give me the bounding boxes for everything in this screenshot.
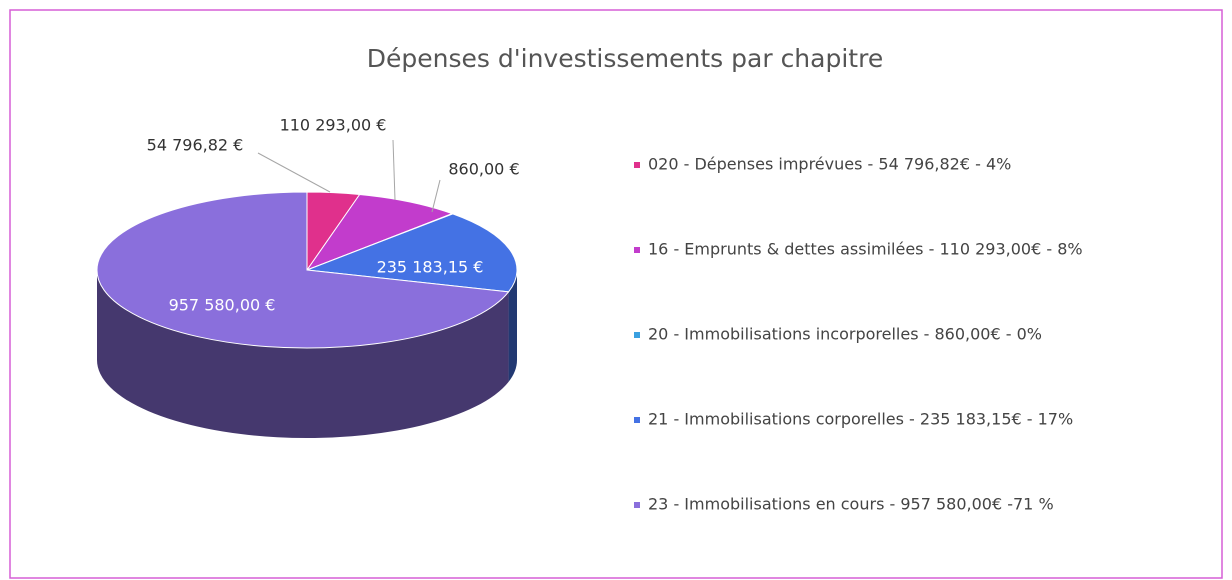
legend-marker [634, 247, 640, 253]
legend-marker [634, 417, 640, 423]
slice [305, 193, 454, 272]
legend-marker [634, 502, 640, 508]
slice-side [97, 270, 509, 439]
data-label: 110 293,00 € [280, 116, 387, 135]
leader-line [392, 139, 396, 201]
data-label: 54 796,82 € [147, 136, 244, 155]
slice-side [508, 270, 517, 382]
legend-marker [634, 332, 640, 338]
chart-title: Dépenses d'investissements par chapitre [367, 44, 883, 73]
data-label: 860,00 € [448, 160, 519, 179]
leader-line [257, 152, 331, 193]
data-label: 957 580,00 € [169, 296, 276, 315]
legend-marker [634, 162, 640, 168]
legend-label: 20 - Immobilisations incorporelles - 860… [648, 325, 1042, 344]
data-label: 235 183,15 € [377, 258, 484, 277]
slice [96, 191, 510, 349]
legend-label: 23 - Immobilisations en cours - 957 580,… [648, 495, 1054, 514]
slice [306, 213, 518, 293]
leader-line [431, 179, 441, 213]
legend-label: 16 - Emprunts & dettes assimilées - 110 … [648, 240, 1083, 259]
legend-label: 21 - Immobilisations corporelles - 235 1… [648, 410, 1073, 429]
legend-label: 020 - Dépenses imprévues - 54 796,82€ - … [648, 155, 1011, 174]
